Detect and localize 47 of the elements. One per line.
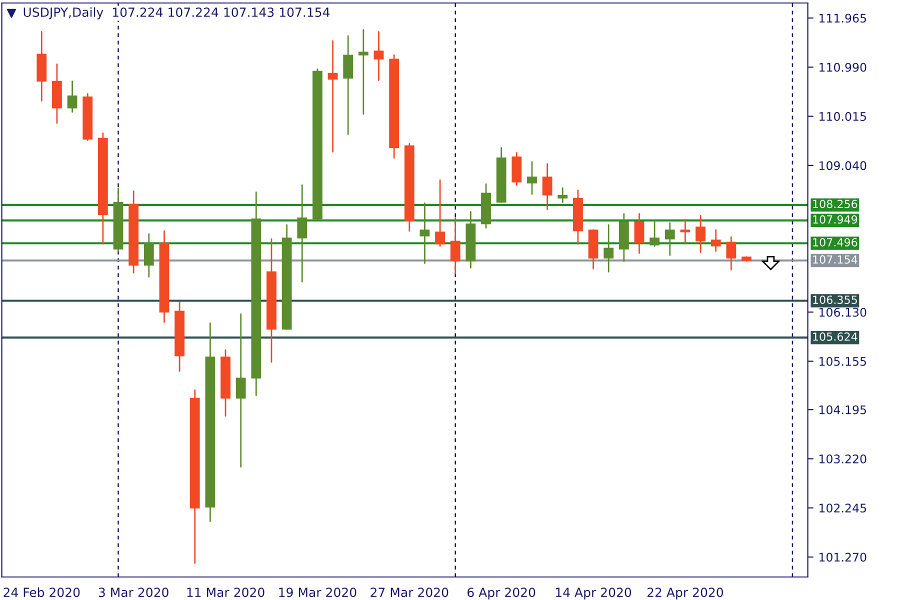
candlestick [435, 179, 445, 247]
candlestick [358, 29, 368, 115]
candlestick [650, 220, 660, 247]
chart-title: USDJPY,Daily 107.224 107.224 107.143 107.154 [24, 7, 330, 20]
candlestick [450, 217, 460, 274]
ref-line-label: 106.355 [813, 296, 857, 304]
candlestick [67, 80, 78, 113]
y-tick-label: 110.015 [820, 112, 866, 121]
y-tick-label: 106.130 [820, 308, 866, 317]
x-tick-label: 3 Mar 2020 [98, 588, 168, 598]
candlestick [542, 163, 552, 210]
y-tick-label: 110.990 [820, 62, 866, 72]
y-tick-label: 104.195 [820, 405, 866, 414]
y-tick-label: 103.220 [820, 454, 866, 464]
x-tick-label: 6 Apr 2020 [468, 588, 536, 600]
candlestick [558, 187, 568, 203]
ref-line-label: 105.624 [813, 332, 858, 341]
x-tick-label: 19 Mar 2020 [279, 588, 356, 598]
x-tick-label: 14 Apr 2020 [556, 588, 632, 600]
ref-line-label: 107.949 [813, 215, 858, 224]
candlestick [726, 236, 736, 270]
candlestick [374, 31, 384, 81]
x-tick-label: 24 Feb 2020 [4, 587, 80, 598]
ref-line-label: 107.154 [813, 255, 858, 264]
ref-line-label: 108.256 [813, 200, 858, 208]
candlestick [144, 233, 154, 278]
candlestick [297, 184, 308, 283]
candlestick [634, 213, 644, 254]
candlestick [343, 35, 354, 135]
candlestick [664, 222, 675, 256]
y-tick-label: 111.965 [820, 14, 866, 23]
y-tick-label: 102.245 [820, 504, 866, 513]
candlestick [710, 229, 721, 252]
ref-line-label: 107.496 [813, 238, 858, 246]
y-tick-label: 101.270 [820, 552, 866, 562]
x-tick-label: 11 Mar 2020 [187, 588, 264, 598]
x-tick-label: 27 Mar 2020 [370, 588, 448, 598]
y-tick-label: 105.155 [820, 356, 866, 366]
candlestick [696, 215, 706, 253]
y-tick-label: 109.040 [820, 161, 866, 170]
candlestick [680, 219, 690, 244]
candlestick [236, 313, 246, 468]
x-tick-label: 22 Apr 2020 [647, 588, 724, 600]
candlestick [420, 202, 430, 264]
candlestick [527, 161, 537, 195]
candlestick [328, 40, 338, 153]
candlestick [604, 224, 614, 272]
